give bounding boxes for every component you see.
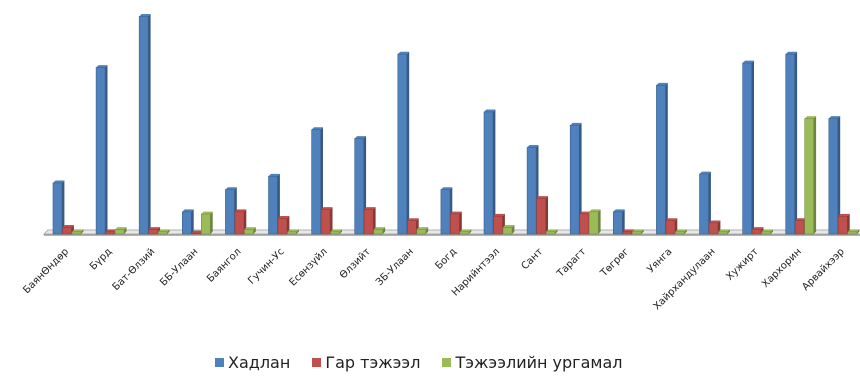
category-label: Тарагт	[555, 246, 589, 280]
category-label: ББ-Улаан	[158, 246, 200, 288]
bar-2-4	[244, 227, 256, 235]
bar-1-9	[450, 211, 462, 235]
bar-0-0	[52, 180, 65, 235]
bar-0-2	[138, 14, 151, 235]
bar-1-5	[277, 216, 290, 235]
bar-2-17	[804, 116, 817, 235]
category-label: Бүрд	[88, 246, 114, 272]
bar-2-18	[847, 229, 860, 235]
bar-0-1	[95, 65, 108, 235]
bars-group	[52, 14, 860, 235]
legend-item-hadlan: Хадлан	[215, 353, 290, 372]
bar-0-6	[311, 127, 323, 235]
bar-2-14	[675, 229, 687, 235]
bar-1-18	[837, 213, 850, 235]
bar-0-10	[483, 109, 496, 235]
bar-1-15	[708, 220, 721, 235]
category-label: Богд	[433, 246, 459, 272]
legend-item-tezheeliin-urgamal: Тэжээлийн ургамал	[442, 353, 622, 372]
bar-2-2	[157, 229, 170, 235]
category-label: Сант	[519, 246, 545, 272]
category-label: Хархорин	[760, 246, 804, 290]
category-label: Баянгол	[205, 246, 243, 284]
bar-1-6	[320, 207, 333, 235]
category-label: Арвайхээр	[800, 246, 847, 293]
bar-0-8	[397, 51, 410, 235]
bar-2-8	[416, 227, 429, 235]
category-label: Гучин-Ус	[246, 246, 286, 286]
legend: Хадлан Гар тэжээл Тэжээлийн ургамал	[215, 353, 622, 372]
bar-2-10	[502, 224, 515, 235]
bar-2-16	[761, 229, 773, 235]
bar-2-0	[71, 229, 84, 235]
category-label: Хужирт	[724, 246, 761, 283]
bar-2-5	[287, 229, 299, 235]
legend-swatch-gar-tezheel	[312, 358, 322, 367]
legend-label-tezheeliin-urgamal: Тэжээлийн ургамал	[455, 353, 623, 372]
bar-0-15	[699, 171, 711, 235]
legend-swatch-hadlan	[215, 358, 224, 367]
legend-label-hadlan: Хадлан	[228, 353, 291, 372]
category-label: ЗБ-Улаан	[374, 246, 416, 288]
legend-swatch-tezheeliin-urgamal	[442, 358, 452, 367]
legend-item-gar-tezheel: Гар тэжээл	[312, 353, 420, 372]
bar-0-17	[785, 51, 798, 235]
category-label: Уянга	[646, 246, 675, 275]
bar-2-12	[588, 209, 601, 235]
category-label: Бат-Өлзий	[111, 246, 158, 293]
bar-1-7	[363, 207, 376, 235]
bar-0-3	[182, 209, 194, 235]
bar-2-6	[330, 229, 342, 235]
bar-1-14	[665, 218, 678, 235]
category-label: Өлзийт	[338, 246, 373, 281]
bar-1-11	[536, 196, 548, 235]
category-label: Төгрөг	[598, 246, 631, 279]
category-label: БаянӨндөр	[21, 246, 71, 296]
bar-0-13	[612, 209, 625, 235]
bar-1-2	[148, 227, 161, 235]
bar-0-18	[828, 116, 841, 235]
bar-2-13	[631, 229, 644, 235]
bar-0-12	[569, 122, 582, 235]
bar-2-3	[201, 211, 213, 235]
bar-1-10	[493, 213, 505, 235]
bar-2-9	[459, 229, 472, 235]
bar-2-15	[718, 229, 730, 235]
bar-2-1	[114, 227, 127, 235]
category-label: Есөнзүйл	[288, 246, 330, 288]
bar-0-16	[742, 60, 754, 235]
bar-2-7	[373, 227, 386, 235]
bar-0-14	[656, 82, 668, 235]
bar-2-11	[545, 229, 558, 235]
legend-label-gar-tezheel: Гар тэжээл	[325, 353, 421, 372]
bar-1-4	[234, 209, 247, 235]
